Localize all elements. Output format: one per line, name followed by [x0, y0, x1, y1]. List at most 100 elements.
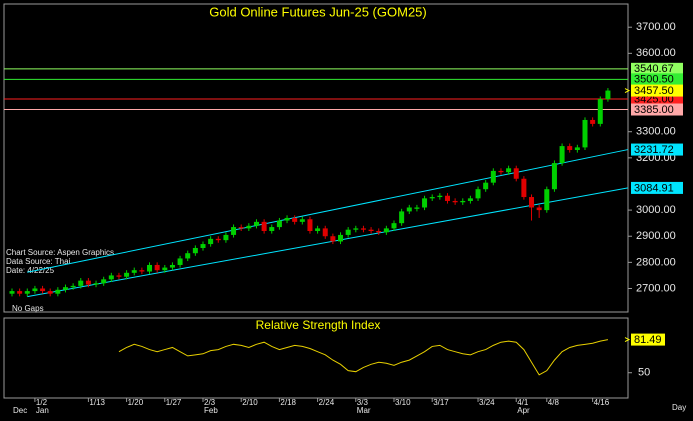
last-price-label: 3457.50 — [634, 85, 674, 97]
candle-body — [414, 207, 420, 209]
x-tick-label: 1/13 — [89, 398, 105, 407]
candle-body — [9, 291, 15, 294]
candle-body — [276, 220, 282, 228]
candle-body — [551, 163, 557, 190]
candle-body — [475, 189, 481, 199]
candle-body — [62, 287, 68, 290]
trend-line — [27, 149, 629, 273]
month-label: Mar — [357, 406, 371, 415]
candle-body — [353, 228, 359, 230]
rsi-tick-label: 50 — [638, 367, 650, 379]
x-tick-label: 3/3 — [357, 398, 369, 407]
candle-body — [192, 247, 198, 254]
month-label: Apr — [517, 406, 530, 415]
rsi-line — [118, 339, 609, 376]
candle-body — [78, 280, 84, 286]
candle-body — [391, 223, 397, 229]
last-price-arrow — [624, 88, 631, 94]
candle-body — [200, 244, 206, 248]
candle-body — [299, 219, 305, 222]
candle-body — [376, 231, 382, 233]
candle-body — [513, 168, 519, 179]
candle-body — [131, 270, 137, 273]
candle-body — [40, 288, 46, 292]
candle-body — [536, 207, 542, 211]
y-tick-label: 2900.00 — [636, 230, 676, 242]
candle-body — [17, 291, 23, 294]
y-tick-label: 3600.00 — [636, 47, 676, 59]
candle-body — [162, 267, 168, 271]
candle-body — [47, 291, 53, 294]
annotation: Chart Source: Aspen Graphics — [6, 248, 114, 257]
y-tick-label: 3000.00 — [636, 204, 676, 216]
annotation: Date: 4/22/25 — [6, 266, 55, 275]
x-tick-label: 3/10 — [395, 398, 411, 407]
y-tick-label: 3700.00 — [636, 21, 676, 33]
x-tick-label: 4/16 — [594, 398, 610, 407]
month-label: Jan — [36, 406, 49, 415]
candle-body — [383, 228, 389, 233]
x-tick-label: 2/24 — [319, 398, 335, 407]
candle-body — [147, 264, 153, 272]
x-tick-label: 1/20 — [128, 398, 144, 407]
level-box — [631, 103, 683, 116]
candle-body — [574, 147, 580, 151]
x-tick-label: 2/10 — [242, 398, 258, 407]
candle-body — [223, 234, 229, 241]
candle-body — [460, 200, 466, 203]
x-tick-label: 1/27 — [166, 398, 182, 407]
candle-body — [422, 198, 428, 208]
candle-body — [124, 272, 130, 277]
candle-body — [529, 197, 535, 208]
candle-body — [368, 229, 374, 232]
candle-body — [360, 228, 366, 230]
candle-body — [246, 225, 252, 229]
rsi-arrow — [624, 337, 631, 343]
candle-body — [108, 275, 114, 280]
rsi-title: Relative Strength Index — [256, 318, 381, 332]
x-axis-label: Day — [672, 403, 686, 412]
trend-line — [27, 187, 629, 298]
candle-body — [32, 288, 38, 292]
chart-title: Gold Online Futures Jun-25 (GOM25) — [209, 4, 426, 19]
trend-label: 3084.91 — [634, 182, 674, 194]
candle-body — [605, 90, 611, 100]
candle-body — [231, 227, 237, 235]
rsi-last-box — [631, 333, 665, 346]
candle-body — [444, 195, 450, 201]
level-box — [631, 62, 683, 75]
candle-body — [399, 211, 405, 224]
x-tick-label: 3/17 — [433, 398, 449, 407]
candle-body — [498, 170, 504, 173]
candle-body — [55, 289, 61, 294]
candle-body — [559, 146, 565, 164]
candle-body — [292, 217, 298, 222]
candle-body — [208, 238, 214, 245]
candle-body — [70, 285, 76, 288]
rsi-last-label: 81.49 — [634, 334, 662, 346]
candle-body — [116, 275, 122, 277]
candle-body — [307, 219, 313, 232]
candle-body — [330, 236, 336, 242]
candle-body — [101, 279, 107, 284]
x-tick-label: 4/1 — [517, 398, 529, 407]
candle-body — [590, 119, 596, 124]
y-tick-label: 2700.00 — [636, 282, 676, 294]
x-tick-label: 4/8 — [548, 398, 560, 407]
trend-label: 3231.72 — [634, 144, 674, 156]
candle-body — [253, 221, 259, 226]
candle-body — [185, 253, 191, 259]
candle-body — [154, 264, 160, 271]
candle-body — [85, 280, 91, 285]
candle-body — [597, 99, 603, 124]
candle-body — [429, 197, 435, 199]
candle-body — [437, 195, 443, 198]
candle-body — [582, 119, 588, 148]
level-label: 3540.67 — [634, 63, 674, 75]
candle-body — [567, 146, 573, 151]
candle-body — [24, 291, 30, 294]
candle-body — [284, 217, 290, 221]
candle-body — [261, 221, 267, 232]
month-label: Dec — [13, 406, 27, 415]
